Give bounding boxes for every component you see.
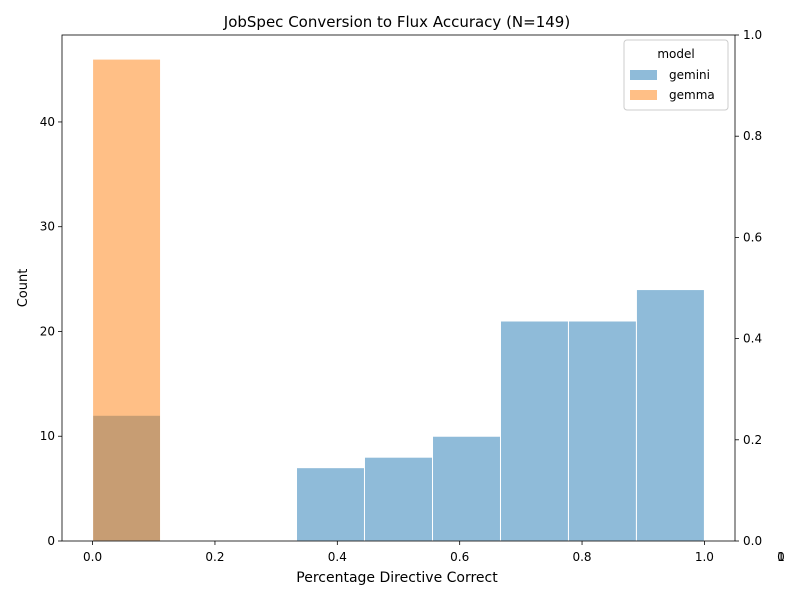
secondary-y-tick-label: 1.0 xyxy=(743,28,762,42)
histogram-bar-gemini xyxy=(635,289,705,542)
x-tick-label: 0.8 xyxy=(572,550,591,564)
secondary-y-tick-label: 0.0 xyxy=(743,534,762,548)
histogram-bar-gemini xyxy=(296,467,365,542)
histogram-bar-gemini xyxy=(432,435,501,542)
histogram-bar-gemini xyxy=(499,320,569,542)
plot-frame xyxy=(61,34,736,542)
legend-swatch-gemma xyxy=(630,90,657,100)
x-tick-label: 0.2 xyxy=(205,550,224,564)
legend-label-gemma: gemma xyxy=(669,88,715,102)
y-tick-label: 20 xyxy=(40,324,55,338)
axes-layer: 0.0 0.2 0.4 0.6 0.8 1.00102030400.00.20.40.60… xyxy=(40,28,785,564)
legend-title: model xyxy=(657,47,694,61)
y-tick-label: 40 xyxy=(40,115,55,129)
y-tick-label: 0 xyxy=(47,534,55,548)
histogram-bar-gemini xyxy=(363,456,434,542)
legend: model gemini gemma xyxy=(623,39,729,111)
secondary-y-tick-label: 0.8 xyxy=(743,129,762,143)
x-tick-label: 0.6 xyxy=(450,550,469,564)
histogram-bar-gemma xyxy=(92,58,162,542)
x-axis-label: Percentage Directive Correct xyxy=(296,570,498,586)
y-tick-label: 30 xyxy=(40,220,55,234)
histogram-bar-gemini xyxy=(567,320,637,542)
secondary-y-tick-label: 0.6 xyxy=(743,230,762,244)
x-tick-label: 1.0 xyxy=(695,550,714,564)
x-tick-label: 0.0 xyxy=(83,550,102,564)
secondary-x-tick-label: 1 xyxy=(777,550,785,564)
legend-label-gemini: gemini xyxy=(669,68,710,82)
bars-layer xyxy=(92,58,705,542)
secondary-x-tick-label: 0 xyxy=(777,550,785,564)
legend-swatch-gemini xyxy=(630,70,657,80)
x-tick-label: 0.4 xyxy=(328,550,347,564)
y-axis-label: Count xyxy=(16,269,31,308)
chart-title: JobSpec Conversion to Flux Accuracy (N=1… xyxy=(223,13,570,31)
y-tick-label: 10 xyxy=(40,429,55,443)
secondary-y-tick-label: 0.2 xyxy=(743,433,762,447)
secondary-y-tick-label: 0.4 xyxy=(743,332,762,346)
